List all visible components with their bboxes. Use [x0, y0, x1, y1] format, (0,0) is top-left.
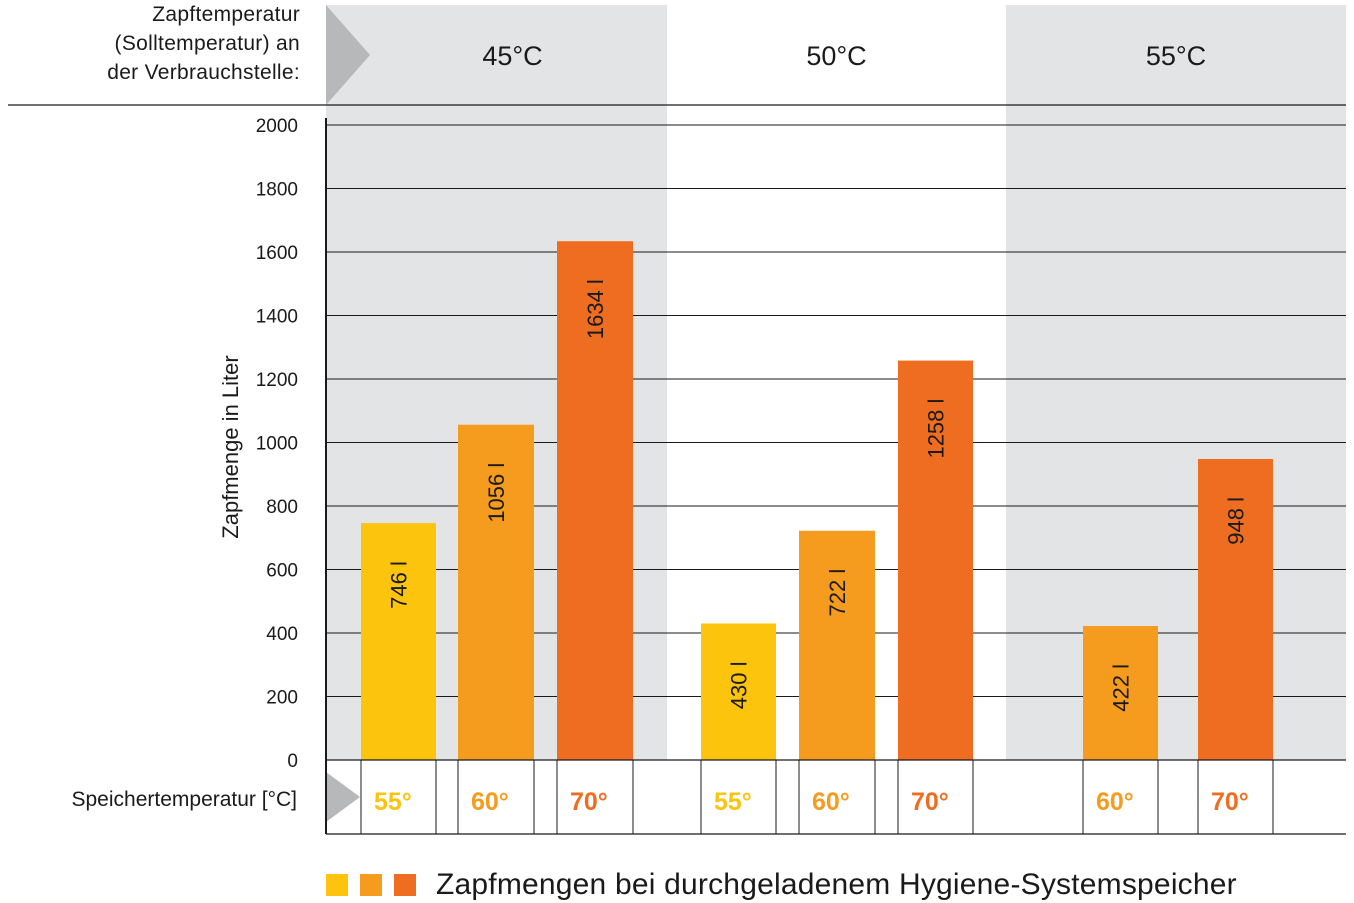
bar-data-label: 948 l [1224, 497, 1249, 545]
bar-data-label: 1634 l [583, 279, 608, 339]
bar [701, 623, 776, 760]
tap-temperature-label-line: (Solltemperatur) an [114, 32, 300, 55]
category-label: 60° [471, 788, 509, 816]
category-label: 70° [1211, 788, 1249, 816]
category-label: 55° [374, 788, 412, 816]
tap-temperature-label-line: der Verbrauchstelle: [107, 61, 300, 84]
header-arrow-icon [326, 5, 370, 105]
bar-data-label: 1056 l [484, 463, 509, 523]
category-label: 70° [570, 788, 608, 816]
y-tick-label: 1800 [256, 180, 298, 201]
group-label: 45°C [482, 41, 542, 71]
y-tick-label: 400 [266, 624, 298, 645]
y-axis-ticks: 0 200 400 600 800 1000 1200 1400 1600 1800 2000 [256, 116, 298, 772]
y-tick-label: 800 [266, 497, 298, 518]
legend: Zapfmengen bei durchgeladenem Hygiene-Sy… [326, 868, 1237, 902]
y-tick-label: 600 [266, 561, 298, 582]
x-axis-label: Speichertemperatur [°C] [72, 788, 298, 811]
category-boxes: 55° 60° 70° 55° 60° 70° 60° 70° [326, 759, 1346, 835]
bar-data-labels: 746 l 1056 l 1634 l 430 l 722 l 1258 l 422 l 94… [387, 279, 1249, 712]
y-tick-label: 1000 [256, 434, 298, 455]
category-label: 60° [812, 788, 850, 816]
category-label: 70° [911, 788, 949, 816]
bar-data-label: 722 l [825, 569, 850, 617]
y-tick-label: 1200 [256, 370, 298, 391]
bar [458, 424, 534, 760]
group-label: 50°C [806, 41, 866, 71]
bars [361, 241, 1273, 760]
bar [1198, 459, 1273, 760]
tap-temperature-label-line: Zapftemperatur [152, 3, 300, 26]
bar [1083, 626, 1158, 760]
legend-swatch-60 [360, 874, 382, 896]
bar [557, 241, 633, 760]
y-tick-label: 200 [266, 688, 298, 709]
y-tick-label: 2000 [256, 116, 298, 137]
bar-data-label: 430 l [727, 661, 752, 709]
bar-data-label: 422 l [1109, 664, 1134, 712]
y-tick-label: 1600 [256, 243, 298, 264]
y-tick-label: 1400 [256, 307, 298, 328]
bar [361, 523, 436, 760]
bar-data-label: 746 l [387, 561, 412, 609]
legend-label: Zapfmengen bei durchgeladenem Hygiene-Sy… [436, 868, 1237, 901]
group-label: 55°C [1146, 41, 1206, 71]
legend-swatch-55 [326, 874, 348, 896]
tap-temperature-label: Zapftemperatur (Solltemperatur) an der V… [0, 0, 300, 87]
bar-data-label: 1258 l [924, 399, 949, 459]
bar [898, 360, 973, 760]
category-label: 55° [714, 788, 752, 816]
group-labels: 45°C 50°C 55°C [482, 41, 1206, 71]
legend-swatch-70 [394, 874, 416, 896]
bar [799, 530, 875, 760]
row-arrow-icon [326, 772, 360, 822]
y-tick-label: 0 [287, 751, 298, 772]
category-label: 60° [1096, 788, 1134, 816]
chart-frame [8, 104, 1346, 834]
column-band-2 [1006, 5, 1346, 760]
y-axis-label: Zapfmenge in Liter [218, 355, 243, 538]
